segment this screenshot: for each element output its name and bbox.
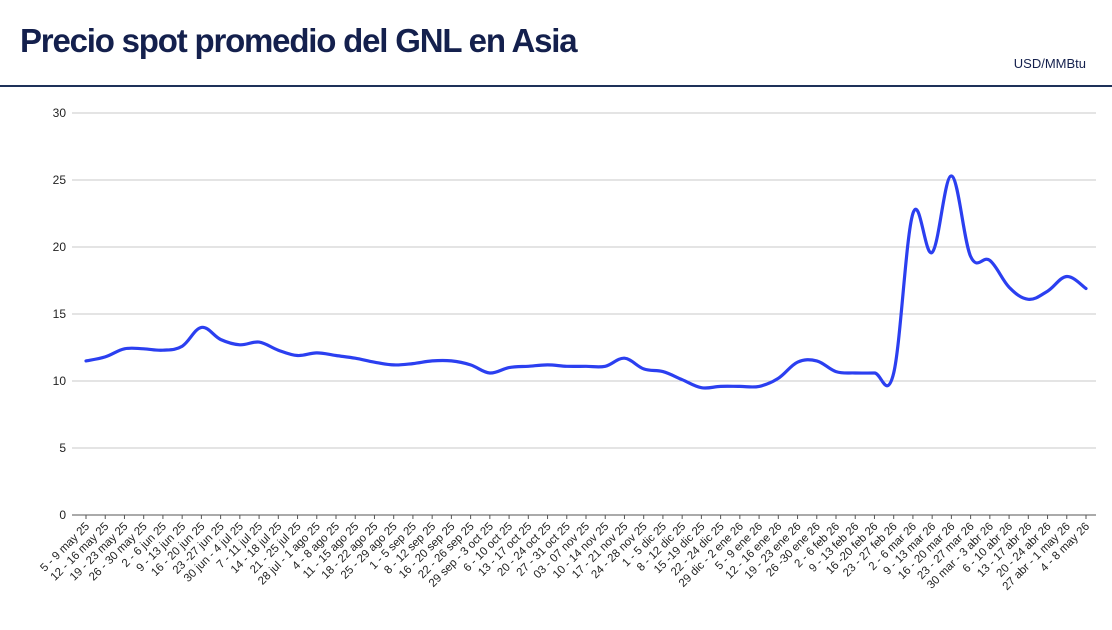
data-point — [930, 250, 934, 254]
data-point — [584, 364, 588, 368]
data-point — [103, 355, 107, 359]
data-point — [411, 362, 415, 366]
data-point — [296, 354, 300, 358]
data-point — [142, 347, 146, 351]
data-point — [161, 348, 165, 352]
grid-lines — [72, 112, 1096, 516]
y-tick-label: 15 — [53, 307, 67, 321]
data-point — [334, 354, 338, 358]
data-point — [949, 174, 953, 178]
data-point — [353, 356, 357, 360]
data-point — [1065, 274, 1069, 278]
data-point — [757, 384, 761, 388]
data-point — [276, 348, 280, 352]
y-tick-label: 25 — [53, 173, 67, 187]
data-point — [1046, 289, 1050, 293]
y-tick-label: 5 — [59, 441, 66, 455]
data-point — [969, 254, 973, 258]
data-point — [603, 364, 607, 368]
data-point — [84, 359, 88, 363]
data-point — [449, 359, 453, 363]
chart-title: Precio spot promedio del GNL en Asia — [20, 22, 578, 59]
data-point — [180, 344, 184, 348]
data-point — [872, 371, 876, 375]
data-point — [815, 359, 819, 363]
data-point — [622, 356, 626, 360]
data-point — [526, 364, 530, 368]
data-point — [507, 366, 511, 370]
data-point — [642, 367, 646, 371]
data-point — [834, 370, 838, 374]
data-point — [392, 363, 396, 367]
data-point — [199, 325, 203, 329]
data-point — [1084, 287, 1088, 291]
data-point — [911, 212, 915, 216]
data-point — [680, 378, 684, 382]
data-point — [238, 343, 242, 347]
y-tick-label: 30 — [53, 106, 67, 120]
data-point — [565, 364, 569, 368]
y-axis-ticks: 0 5 10 15 20 25 30 — [53, 106, 67, 522]
data-point — [719, 384, 723, 388]
series-layer — [84, 174, 1088, 390]
unit-label: USD/MMBtu — [1013, 56, 1086, 71]
header-divider — [0, 85, 1112, 87]
y-tick-label: 0 — [59, 508, 66, 522]
data-point — [796, 360, 800, 364]
data-point — [892, 371, 896, 375]
series-line — [84, 174, 1088, 390]
data-point — [699, 386, 703, 390]
data-point — [315, 351, 319, 355]
y-tick-label: 20 — [53, 240, 67, 254]
data-point — [430, 359, 434, 363]
data-point — [488, 371, 492, 375]
data-point — [469, 363, 473, 367]
data-point — [257, 340, 261, 344]
data-point — [661, 370, 665, 374]
data-point — [546, 363, 550, 367]
data-point — [853, 371, 857, 375]
data-point — [988, 258, 992, 262]
data-point — [372, 360, 376, 364]
y-tick-label: 10 — [53, 374, 67, 388]
data-point — [219, 337, 223, 341]
data-point — [1007, 285, 1011, 289]
data-point — [776, 376, 780, 380]
data-point — [738, 384, 742, 388]
data-point — [1026, 297, 1030, 301]
data-point — [122, 347, 126, 351]
